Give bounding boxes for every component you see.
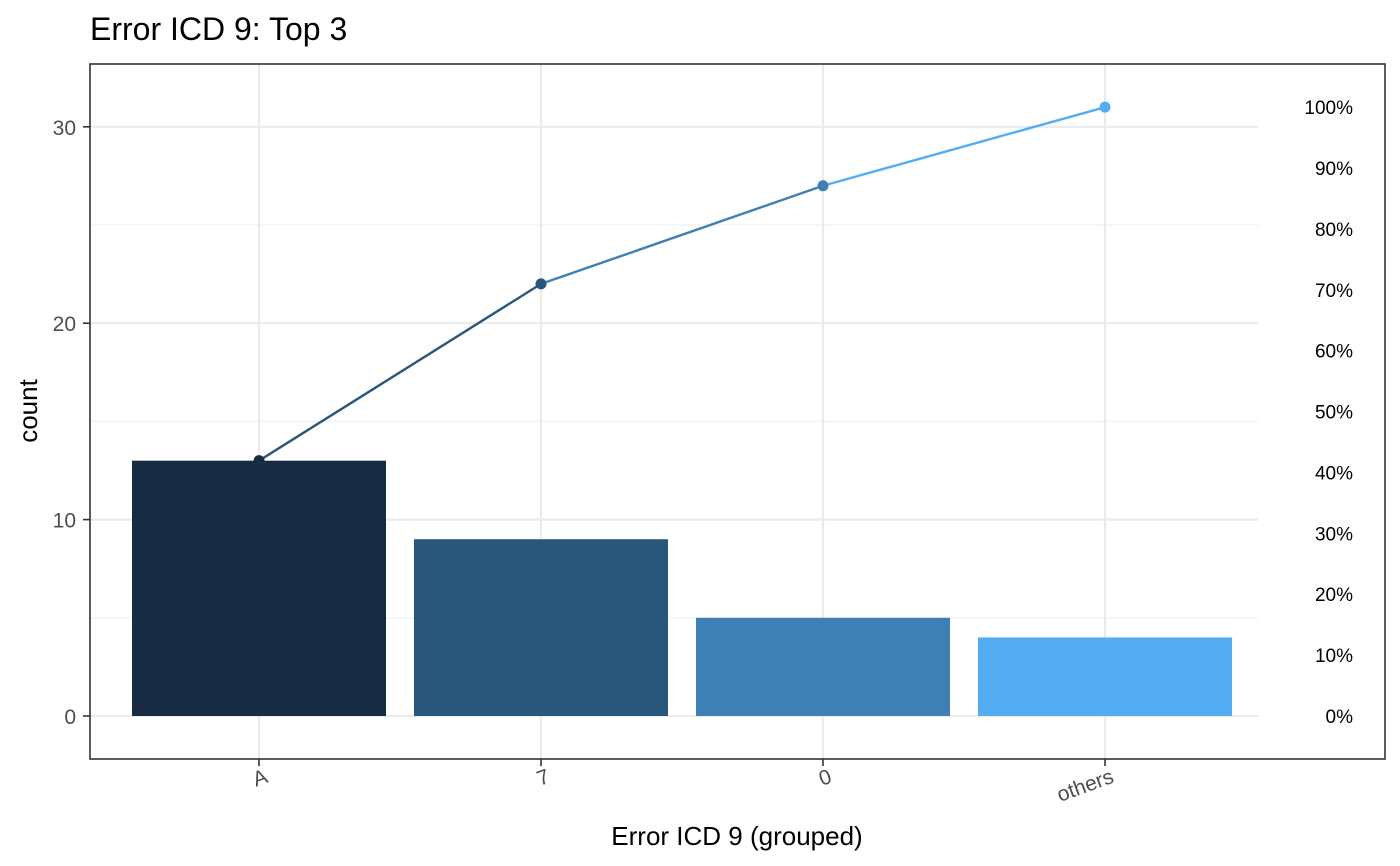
secondary-axis-ticks: 0% 10% 20% 30% 40% 50% 60% 70% 80% 90% 100% <box>1304 98 1353 728</box>
secondary-tick-label: 20% <box>1315 585 1353 606</box>
x-tick-label: 7 <box>534 765 553 791</box>
secondary-tick-label: 50% <box>1315 403 1353 424</box>
bar-7 <box>414 539 668 716</box>
cumulative-segment <box>258 282 542 462</box>
y-tick-label: 30 <box>53 117 76 140</box>
secondary-tick-label: 40% <box>1315 463 1353 484</box>
x-axis-ticks: A 7 0 others <box>250 759 1117 807</box>
y-tick-label: 0 <box>64 706 76 729</box>
secondary-tick-label: 90% <box>1315 159 1353 180</box>
bar-A <box>132 460 386 716</box>
x-tick-label: others <box>1054 765 1117 807</box>
bar-others <box>978 637 1232 716</box>
y-tick-label: 10 <box>53 510 76 533</box>
y-tick-label: 20 <box>53 313 76 336</box>
plot-panel-border <box>89 63 1386 760</box>
secondary-tick-label: 60% <box>1315 342 1353 363</box>
cumulative-points <box>253 101 1111 467</box>
cumulative-point-A <box>253 455 265 467</box>
y-axis-title: count <box>13 378 43 442</box>
cumulative-point-7 <box>535 278 547 290</box>
cumulative-point-others <box>1099 101 1111 113</box>
cumulative-segment <box>822 106 1106 187</box>
x-tick-label: 0 <box>816 765 835 791</box>
cumulative-line <box>258 106 1106 462</box>
secondary-tick-label: 10% <box>1315 646 1353 667</box>
cumulative-point-0 <box>817 180 829 192</box>
x-tick-label: A <box>250 765 271 791</box>
chart-title: Error ICD 9: Top 3 <box>90 11 347 47</box>
bars <box>132 460 1232 716</box>
secondary-tick-label: 100% <box>1304 98 1353 119</box>
secondary-tick-label: 80% <box>1315 220 1353 241</box>
y-axis-ticks: 0 10 20 30 <box>53 117 90 729</box>
secondary-tick-label: 70% <box>1315 281 1353 302</box>
secondary-tick-label: 30% <box>1315 524 1353 545</box>
x-axis-title: Error ICD 9 (grouped) <box>611 821 862 851</box>
bar-0 <box>696 617 950 716</box>
cumulative-segment <box>540 184 824 286</box>
secondary-tick-label: 0% <box>1326 707 1354 728</box>
